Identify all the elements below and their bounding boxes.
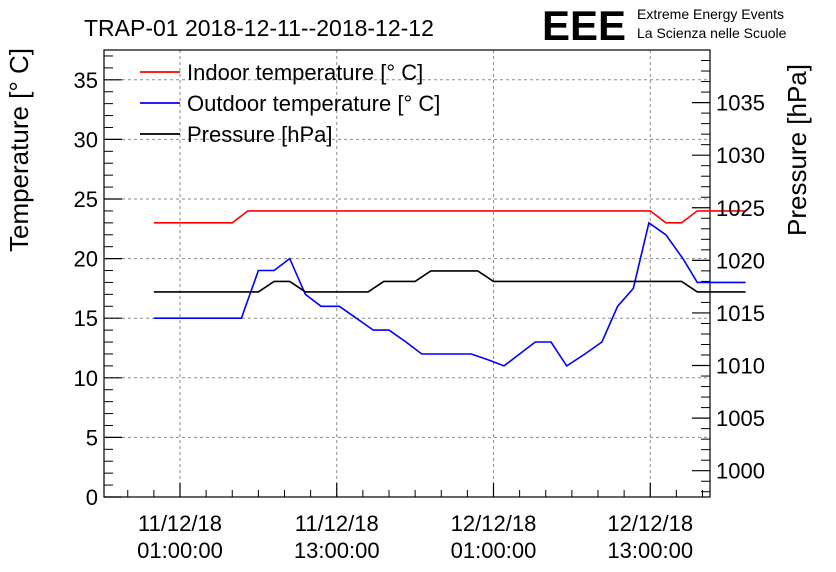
y-tick-label: 30 bbox=[74, 127, 98, 152]
y-tick-label: 25 bbox=[74, 187, 98, 212]
y2-tick-label: 1025 bbox=[716, 196, 765, 221]
legend: Indoor temperature [° C] Outdoor temperat… bbox=[140, 60, 440, 147]
plot-frame bbox=[103, 49, 711, 498]
x-tick-label-time: 01:00:00 bbox=[137, 538, 223, 563]
y2-tick-label: 1015 bbox=[716, 301, 765, 326]
y-tick-label: 15 bbox=[74, 306, 98, 331]
grid bbox=[104, 50, 710, 497]
y2-tick-label: 1005 bbox=[716, 406, 765, 431]
legend-label: Outdoor temperature [° C] bbox=[187, 91, 440, 116]
legend-label: Pressure [hPa] bbox=[187, 122, 333, 147]
x-tick-label-date: 11/12/18 bbox=[138, 511, 222, 536]
plot-border bbox=[103, 49, 711, 498]
legend-label: Indoor temperature [° C] bbox=[187, 60, 423, 85]
logo-line-1: Extreme Energy Events bbox=[637, 6, 784, 22]
logo-mark: EEE bbox=[542, 2, 626, 49]
y-axis-label: Temperature [° C] bbox=[4, 48, 34, 252]
x-tick-label-time: 01:00:00 bbox=[451, 538, 537, 563]
y2-axis-label: Pressure [hPa] bbox=[782, 64, 812, 236]
y2-tick-label: 1010 bbox=[716, 354, 765, 379]
x-tick-label-time: 13:00:00 bbox=[607, 538, 693, 563]
x-tick-label-date: 12/12/18 bbox=[607, 511, 693, 536]
y-tick-label: 10 bbox=[74, 366, 98, 391]
y2-tick-label: 1000 bbox=[716, 459, 765, 484]
eee-logo: EEE Extreme Energy Events La Scienza nel… bbox=[542, 2, 787, 49]
logo-line-2: La Scienza nelle Scuole bbox=[637, 25, 787, 41]
y2-tick-label: 1020 bbox=[716, 248, 765, 273]
axes: 0510152025303510001005101010151020102510… bbox=[74, 55, 765, 563]
series-line-0 bbox=[153, 210, 746, 224]
y-tick-label: 35 bbox=[74, 68, 98, 93]
y2-tick-label: 1035 bbox=[716, 91, 765, 116]
y-tick-label: 0 bbox=[86, 485, 98, 510]
x-tick-label-time: 13:00:00 bbox=[294, 538, 380, 563]
series-line-2 bbox=[153, 270, 746, 293]
y2-tick-label: 1030 bbox=[716, 143, 765, 168]
series-line-1 bbox=[153, 221, 746, 368]
y-tick-label: 5 bbox=[86, 425, 98, 450]
series-group bbox=[153, 210, 746, 368]
x-tick-label-date: 11/12/18 bbox=[295, 511, 379, 536]
y-tick-label: 20 bbox=[74, 247, 98, 272]
x-tick-label-date: 12/12/18 bbox=[451, 511, 537, 536]
chart-title: TRAP-01 2018-12-11--2018-12-12 bbox=[84, 15, 434, 41]
